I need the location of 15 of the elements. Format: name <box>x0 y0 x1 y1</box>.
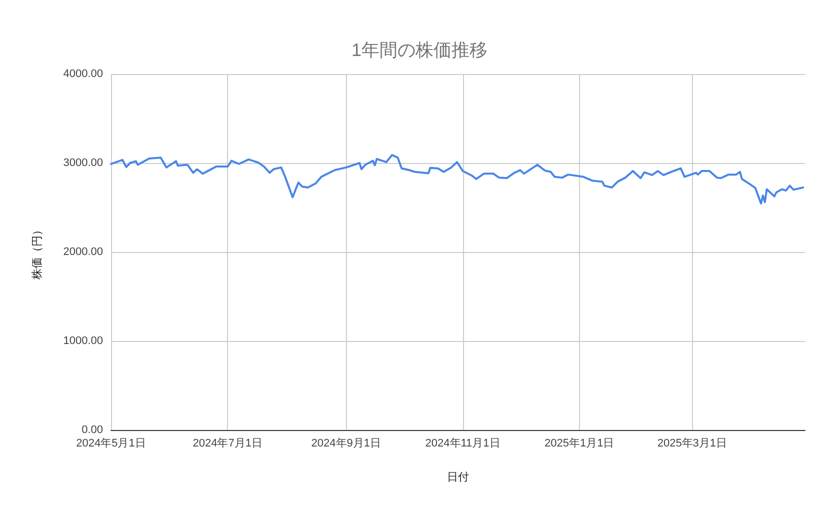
y-tick-label: 2000.00 <box>63 246 103 258</box>
y-tick-label: 3000.00 <box>63 157 103 169</box>
chart-title: 1年間の株価推移 <box>351 40 488 60</box>
x-tick-label: 2024年7月1日 <box>192 438 262 450</box>
x-axis-title: 日付 <box>447 472 469 484</box>
y-tick-label: 1000.00 <box>63 335 103 347</box>
line-series <box>110 154 804 204</box>
x-tick-label: 2024年5月1日 <box>76 438 146 450</box>
x-tick-label: 2025年1月1日 <box>544 438 614 450</box>
y-axis-title: 株価（円） <box>30 224 44 280</box>
y-tick-label: 0.00 <box>82 424 103 436</box>
x-tick-label: 2024年9月1日 <box>311 438 382 450</box>
x-tick-label: 2024年11月1日 <box>425 438 500 450</box>
y-tick-label: 4000.00 <box>63 68 103 80</box>
x-tick-label: 2025年3月1日 <box>657 438 728 450</box>
